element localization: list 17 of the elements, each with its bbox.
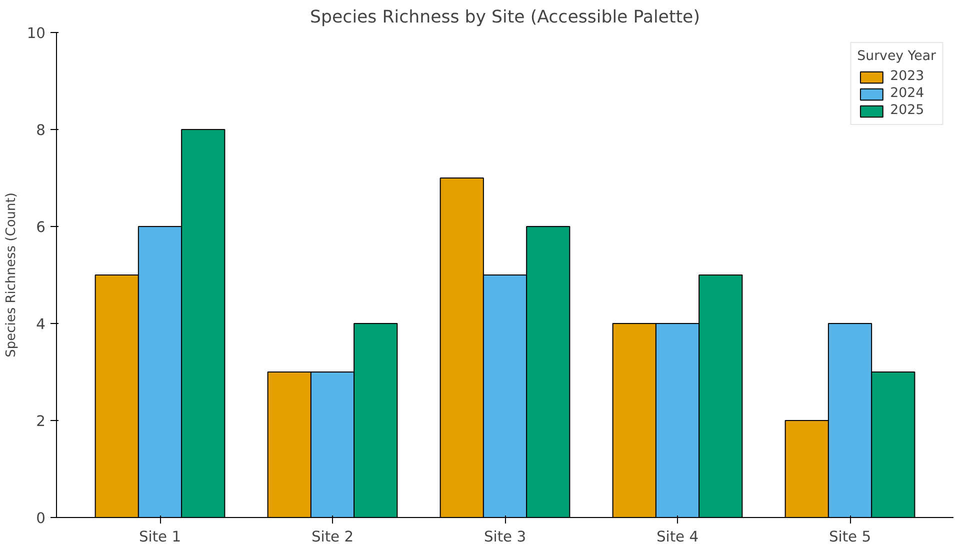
y-tick-label: 4 bbox=[36, 316, 46, 333]
y-axis-title: Species Richness (Count) bbox=[4, 192, 19, 358]
x-tick-label: Site 2 bbox=[311, 528, 354, 546]
legend-label: 2024 bbox=[890, 86, 924, 101]
x-tick-label: Site 1 bbox=[138, 528, 182, 546]
y-tick-label: 0 bbox=[36, 510, 46, 527]
y-tick-label: 8 bbox=[36, 122, 46, 139]
x-tick-label: Site 5 bbox=[828, 528, 872, 546]
legend-label: 2023 bbox=[890, 69, 924, 84]
x-tick-label: Site 3 bbox=[484, 528, 526, 546]
y-tick-label: 10 bbox=[26, 25, 46, 42]
chart-title: Species Richness by Site (Accessible Palette) bbox=[310, 8, 700, 28]
y-tick-label: 6 bbox=[36, 219, 46, 236]
x-tick-label: Site 4 bbox=[656, 528, 699, 546]
legend-label: 2025 bbox=[890, 103, 924, 118]
legend-title: Survey Year bbox=[857, 49, 936, 64]
y-tick-label: 2 bbox=[36, 413, 46, 430]
